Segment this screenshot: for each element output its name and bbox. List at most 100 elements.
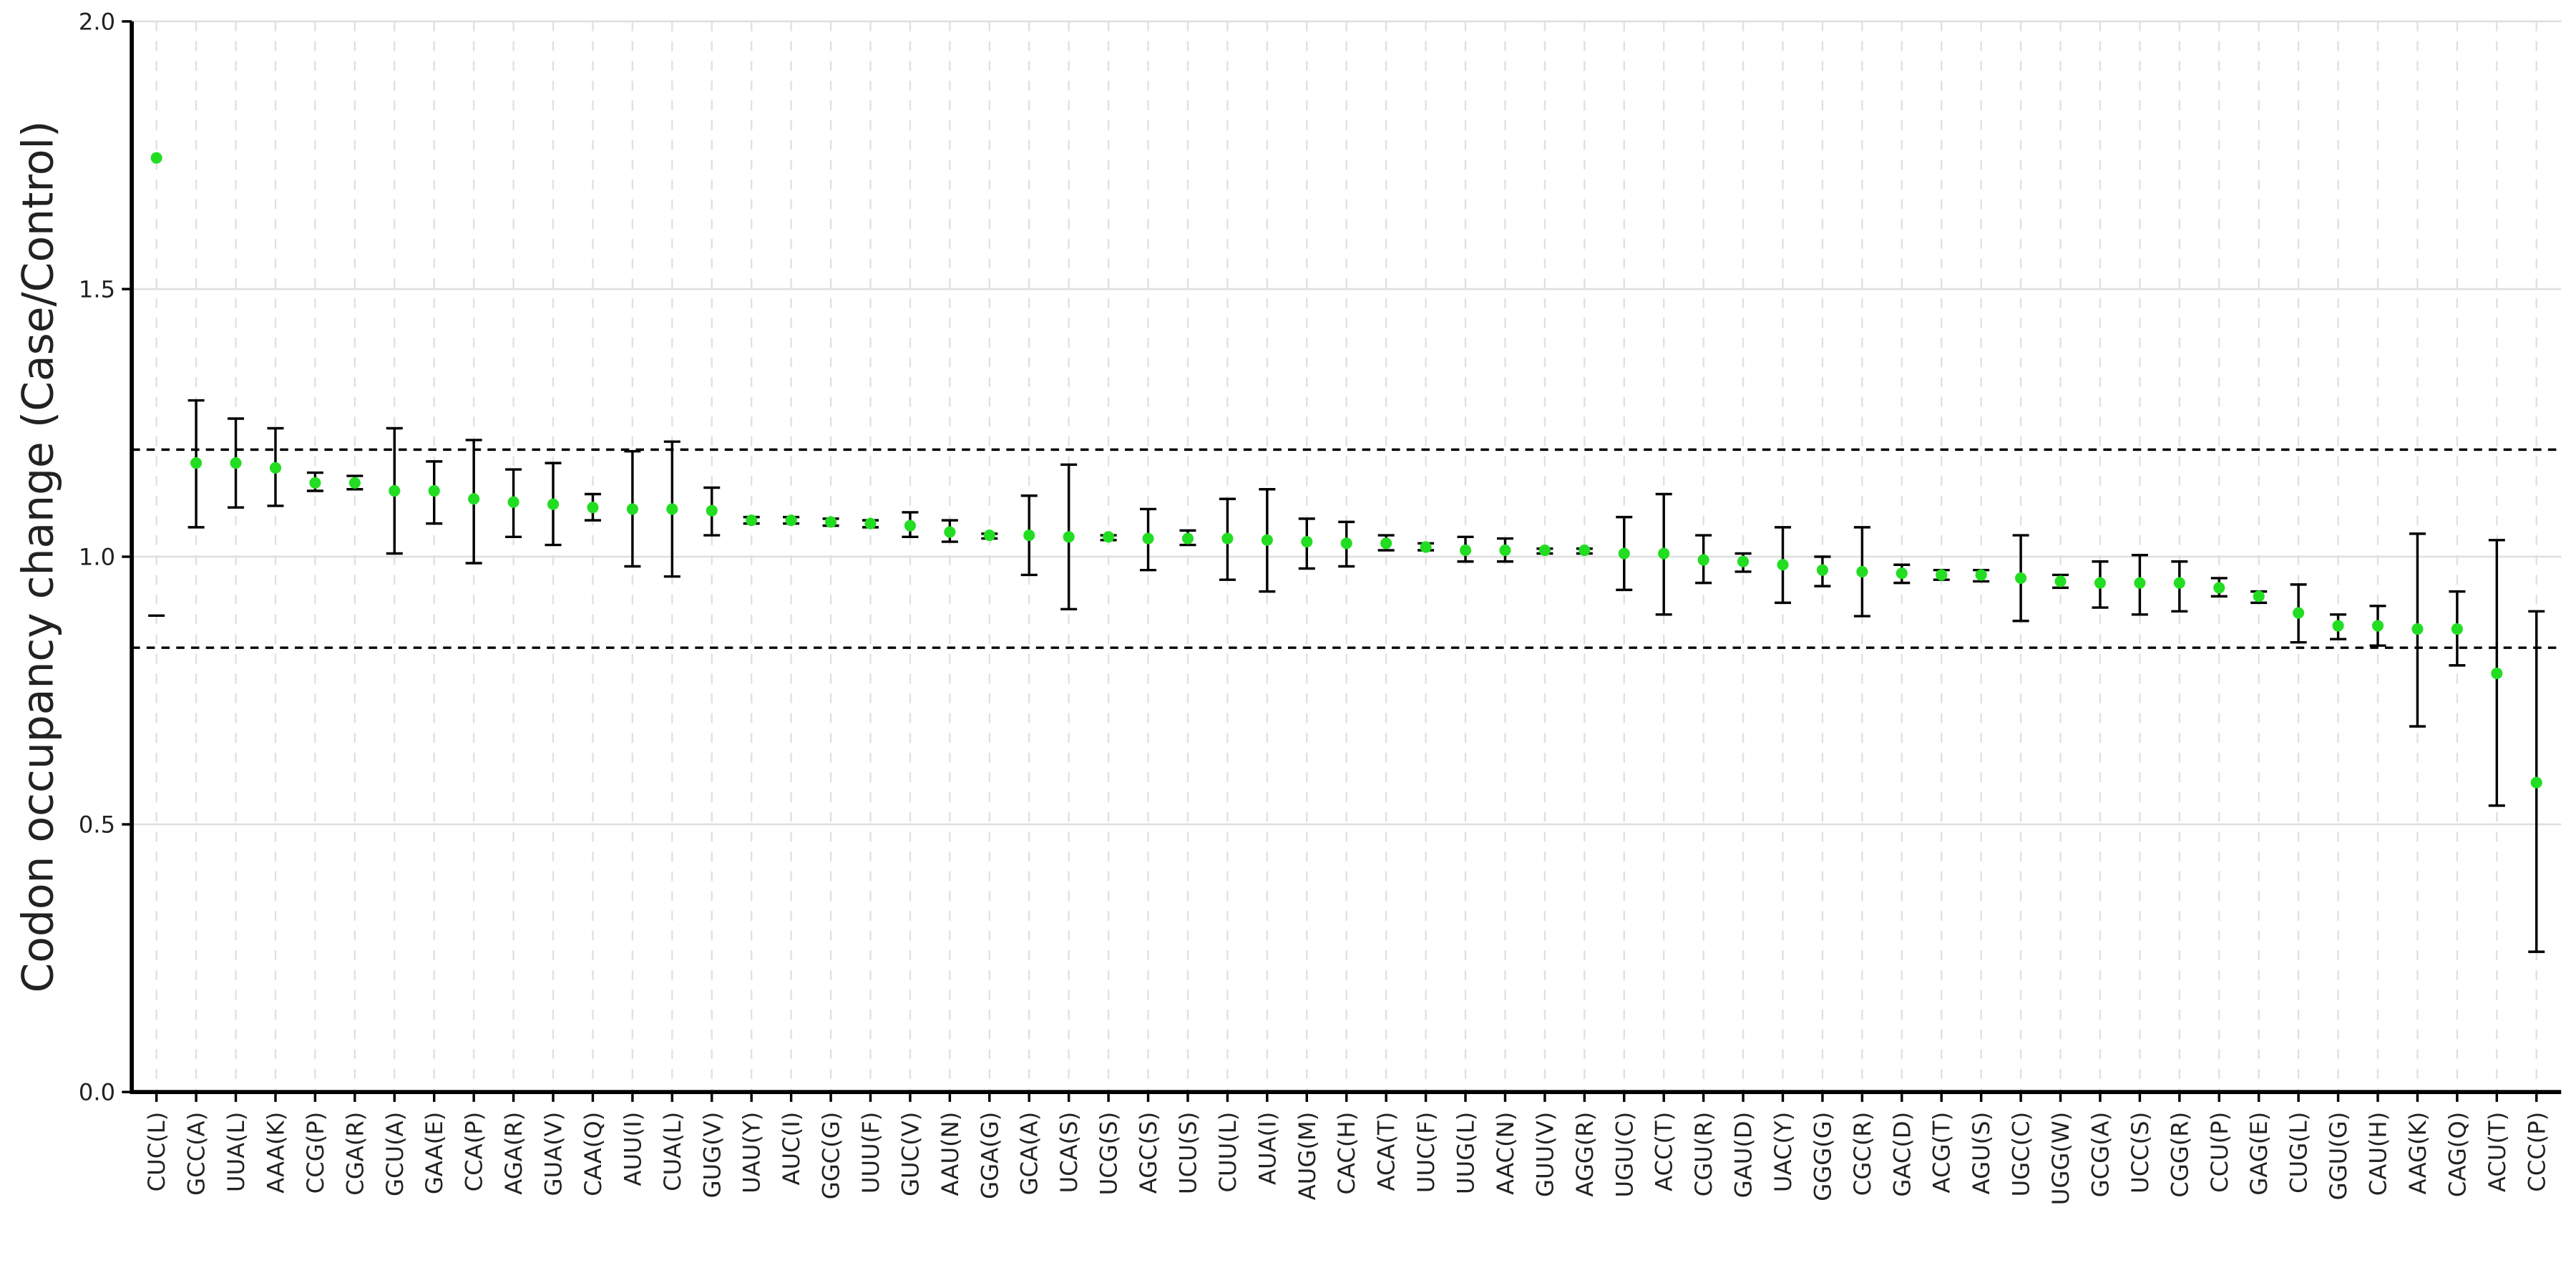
x-tick-label: CGU(R) — [1690, 1112, 1717, 1197]
y-tick-label: 1.0 — [79, 544, 115, 571]
point — [1896, 567, 1908, 580]
point — [2491, 668, 2503, 680]
x-tick-label: GCC(A) — [183, 1112, 210, 1196]
point — [507, 496, 519, 508]
point — [2054, 575, 2067, 587]
point — [309, 477, 321, 489]
point — [1420, 541, 1432, 553]
point — [1975, 569, 1987, 581]
x-tick-label: CCG(P) — [302, 1112, 329, 1194]
x-tick-label: GCG(A) — [2087, 1112, 2114, 1198]
x-tick-label: AUA(I) — [1254, 1112, 1281, 1185]
point — [983, 530, 995, 542]
point — [1301, 536, 1313, 548]
x-tick-label: AAC(N) — [1492, 1112, 1519, 1195]
x-tick-label: AGG(R) — [1571, 1112, 1599, 1197]
x-tick-label: GUG(V) — [698, 1112, 726, 1199]
x-tick-label: GUU(V) — [1531, 1112, 1558, 1197]
x-tick-label: CUG(L) — [2285, 1112, 2313, 1194]
point — [1459, 544, 1472, 557]
point — [1340, 537, 1352, 550]
point — [1856, 565, 1868, 578]
x-tick-label: ACU(T) — [2484, 1112, 2511, 1192]
point — [269, 462, 282, 474]
point — [785, 514, 797, 527]
point — [2094, 577, 2107, 589]
point — [2253, 590, 2265, 602]
point — [1936, 569, 1948, 581]
point — [825, 516, 837, 528]
x-tick-label: GUC(V) — [897, 1112, 924, 1196]
x-tick-label: UUU(F) — [857, 1112, 884, 1194]
point — [944, 526, 956, 538]
point — [150, 152, 162, 164]
x-tick-label: CAC(H) — [1333, 1112, 1360, 1195]
point — [190, 457, 203, 469]
x-tick-label: GGG(G) — [1809, 1112, 1836, 1201]
x-tick-label: GAC(D) — [1888, 1112, 1916, 1197]
point — [348, 477, 361, 489]
x-tick-label: CUU(L) — [1214, 1112, 1241, 1193]
x-tick-label: UUC(F) — [1413, 1112, 1440, 1193]
point — [2451, 623, 2463, 635]
x-tick-label: GCA(A) — [1016, 1112, 1043, 1196]
point — [1816, 564, 1828, 576]
point — [1221, 532, 1234, 545]
x-tick-label: CGG(R) — [2166, 1112, 2193, 1198]
x-tick-label: CUA(L) — [659, 1112, 686, 1191]
point — [1063, 531, 1075, 543]
x-tick-label: GGU(G) — [2325, 1112, 2352, 1201]
point — [1142, 532, 1154, 545]
point — [2293, 607, 2305, 619]
x-tick-label: UCG(S) — [1096, 1112, 1123, 1196]
x-tick-label: UGC(C) — [2008, 1112, 2035, 1197]
x-tick-label: AUU(I) — [619, 1112, 646, 1186]
x-tick-label: ACC(T) — [1651, 1112, 1678, 1191]
point — [746, 514, 758, 527]
point — [547, 498, 560, 510]
x-tick-label: CGA(R) — [341, 1112, 369, 1196]
x-tick-label: AAA(K) — [262, 1112, 289, 1194]
x-tick-label: AAU(N) — [937, 1112, 964, 1196]
x-tick-label: GGA(G) — [976, 1112, 1003, 1199]
point — [1697, 554, 1709, 566]
point — [428, 484, 440, 497]
y-tick-label: 0.5 — [79, 811, 115, 839]
x-tick-label: UAU(Y) — [738, 1112, 766, 1194]
point — [1103, 531, 1115, 543]
point — [2173, 577, 2185, 589]
x-tick-label: UCC(S) — [2127, 1112, 2154, 1194]
x-tick-label: CCU(P) — [2206, 1112, 2233, 1193]
point — [1499, 544, 1511, 557]
point — [587, 502, 599, 514]
point — [1023, 530, 1035, 542]
x-tick-label: GAU(D) — [1730, 1112, 1757, 1199]
x-tick-label: CAG(Q) — [2444, 1112, 2471, 1197]
point — [864, 517, 877, 530]
x-tick-label: UCA(S) — [1055, 1112, 1083, 1194]
x-tick-label: CAU(H) — [2365, 1112, 2392, 1196]
point — [706, 504, 718, 517]
point — [1658, 547, 1670, 560]
x-tick-label: AUG(M) — [1294, 1112, 1321, 1201]
x-tick-label: GAA(E) — [421, 1112, 448, 1194]
x-tick-label: UUA(L) — [223, 1112, 250, 1192]
point — [1380, 537, 1392, 550]
point — [1261, 534, 1273, 546]
point — [666, 503, 678, 515]
x-tick-label: CCC(P) — [2523, 1112, 2550, 1192]
point — [468, 493, 480, 505]
point — [904, 519, 916, 532]
point — [2332, 620, 2344, 632]
point — [1618, 547, 1630, 560]
x-tick-label: UGU(C) — [1611, 1112, 1638, 1198]
x-tick-label: GAG(E) — [2245, 1112, 2273, 1196]
point — [2134, 577, 2146, 589]
x-tick-label: AUC(I) — [778, 1112, 805, 1186]
y-axis-label: Codon occupancy change (Case/Control) — [14, 121, 64, 993]
x-tick-label: UUG(L) — [1453, 1112, 1480, 1194]
point — [2213, 582, 2225, 594]
point — [2371, 620, 2384, 632]
x-tick-label: ACA(T) — [1373, 1112, 1400, 1191]
